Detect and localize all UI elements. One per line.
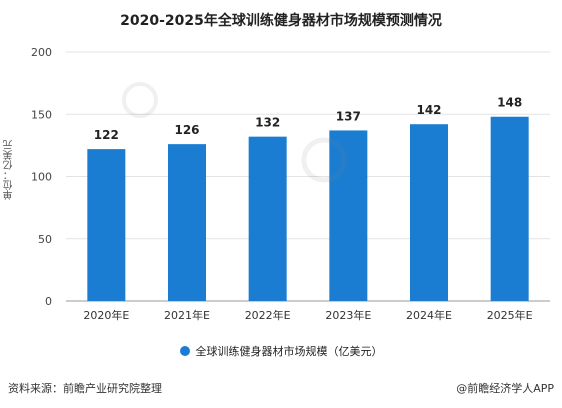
- brand-text: @前瞻经济学人APP: [456, 382, 554, 395]
- x-tick-label: 2022年E: [245, 308, 291, 322]
- x-tick-label: 2021年E: [164, 308, 210, 322]
- y-tick-label: 100: [31, 171, 52, 184]
- bar: [490, 116, 529, 302]
- y-tick-label: 0: [45, 295, 52, 308]
- data-label: 137: [336, 109, 361, 123]
- bar: [248, 136, 287, 301]
- x-tick-label: 2020年E: [83, 308, 129, 322]
- y-tick-label: 200: [31, 46, 52, 59]
- chart-legend: 全球训练健身器材市场规模（亿美元）: [0, 343, 562, 359]
- bar: [329, 130, 368, 301]
- y-tick-label: 150: [31, 108, 52, 121]
- bar: [87, 149, 126, 301]
- chart-title: 2020-2025年全球训练健身器材市场规模预测情况: [120, 13, 442, 29]
- bar: [410, 124, 448, 302]
- y-tick-label: 50: [38, 233, 52, 246]
- x-tick-label: 2024年E: [406, 308, 452, 322]
- brand-credit: @前瞻经济学人APP: [456, 380, 554, 396]
- legend-label: 全球训练健身器材市场规模（亿美元）: [195, 345, 383, 358]
- data-label: 122: [94, 128, 119, 142]
- x-tick-label: 2025年E: [487, 308, 533, 322]
- data-label: 126: [174, 123, 199, 137]
- data-label: 142: [416, 103, 441, 117]
- bar: [168, 144, 206, 301]
- source-text: 资料来源：前瞻产业研究院整理: [8, 382, 162, 395]
- x-tick-label: 2023年E: [325, 308, 371, 322]
- footer: 资料来源：前瞻产业研究院整理 @前瞻经济学人APP: [8, 380, 554, 396]
- data-label: 148: [497, 96, 522, 110]
- data-label: 132: [255, 116, 280, 130]
- legend-swatch: [179, 346, 190, 356]
